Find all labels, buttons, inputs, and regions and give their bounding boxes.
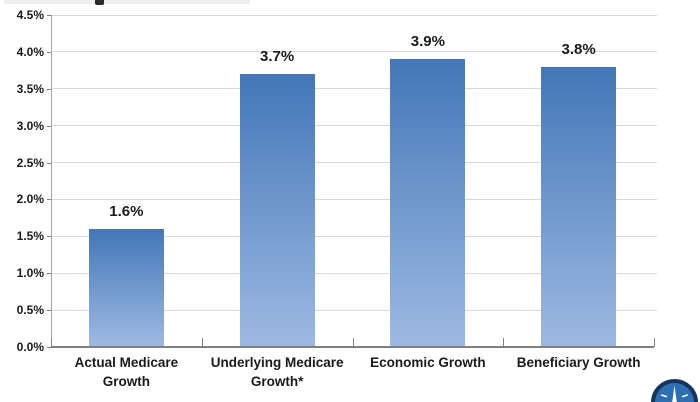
category-label-line: Underlying Medicare bbox=[202, 353, 353, 372]
x-axis-tick bbox=[503, 338, 504, 347]
y-tick-label: 3.0% bbox=[4, 119, 44, 133]
y-tick-label: 0.0% bbox=[4, 340, 44, 354]
bar bbox=[89, 229, 164, 346]
org-logo bbox=[648, 376, 700, 402]
bar bbox=[541, 67, 616, 346]
bar bbox=[240, 74, 315, 346]
y-tick-label: 1.5% bbox=[4, 229, 44, 243]
bar-value-label: 3.7% bbox=[232, 48, 322, 65]
x-axis-tick bbox=[202, 338, 203, 347]
bar-value-label: 3.8% bbox=[534, 41, 624, 58]
x-axis-tick bbox=[353, 338, 354, 347]
category-label-line: Growth bbox=[51, 372, 202, 391]
y-tick-label: 3.5% bbox=[4, 82, 44, 96]
category-label-line: Growth* bbox=[202, 372, 353, 391]
x-axis-tick bbox=[51, 338, 52, 347]
bar-value-label: 3.9% bbox=[383, 33, 473, 50]
category-label: Economic Growth bbox=[353, 353, 504, 372]
bar bbox=[390, 59, 465, 346]
y-tick-label: 4.0% bbox=[4, 45, 44, 59]
y-tick-label: 2.0% bbox=[4, 192, 44, 206]
y-tick-label: 1.0% bbox=[4, 266, 44, 280]
y-tick-label: 4.5% bbox=[4, 8, 44, 22]
category-label-line: Economic Growth bbox=[353, 353, 504, 372]
category-label-line: Actual Medicare bbox=[51, 353, 202, 372]
category-label: Beneficiary Growth bbox=[503, 353, 654, 372]
y-tick-label: 2.5% bbox=[4, 156, 44, 170]
x-axis-tick bbox=[654, 338, 655, 347]
bar-value-label: 1.6% bbox=[81, 203, 171, 220]
y-axis-line bbox=[51, 15, 52, 347]
gridline bbox=[51, 15, 657, 16]
y-tick-label: 0.5% bbox=[4, 303, 44, 317]
category-label-line: Beneficiary Growth bbox=[503, 353, 654, 372]
